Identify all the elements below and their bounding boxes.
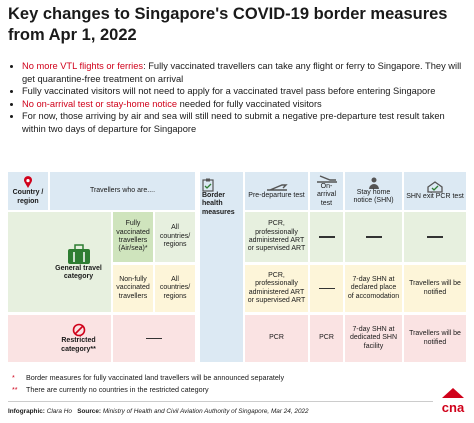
dash: [146, 337, 162, 340]
cell: PCR, professionally administered ART or …: [245, 212, 308, 262]
cell: 7-day SHN at dedicated SHN facility: [345, 315, 402, 362]
cell: 7-day SHN at declared place of accomodat…: [345, 265, 402, 312]
person-icon: [368, 177, 379, 189]
house-icon: [427, 180, 443, 193]
header-text: Country / region: [12, 189, 44, 205]
separator: [8, 401, 433, 402]
traveller-type: Non-fully vaccinated travellers: [113, 265, 153, 312]
column-header: SHN exit PCR test: [404, 172, 466, 210]
column-header: On-arrival test: [310, 172, 343, 210]
label: Source:: [77, 408, 102, 415]
logo-mark: [442, 388, 464, 398]
footnote: There are currently no countries in the …: [26, 385, 209, 394]
cell: PCR: [310, 315, 343, 362]
bullet: Fully vaccinated visitors will not need …: [22, 85, 466, 98]
highlight: No more VTL flights or ferries: [22, 61, 144, 71]
header-text: Pre-departure test: [248, 191, 305, 199]
highlight: No on-arrival test or stay-home notice: [22, 98, 178, 109]
header-text: On-arrival test: [316, 182, 337, 207]
cell: PCR: [245, 315, 308, 362]
credit: Clara Ho: [46, 408, 72, 415]
cell: [404, 212, 466, 262]
country-header: Country / region: [8, 172, 48, 210]
countries: [113, 315, 195, 362]
plane-icon: [266, 184, 288, 191]
bullet-text: needed for fully vaccinated visitors: [177, 98, 322, 109]
countries: All countries/ regions: [155, 212, 195, 262]
traveller-type: Fully vaccinated travellers (Air/sea)*: [113, 212, 153, 262]
logo: cna: [440, 386, 466, 420]
header-text: SHN exit PCR test: [406, 192, 464, 200]
bullet-text: For now, those arriving by air and sea w…: [22, 111, 445, 134]
label: Infographic:: [8, 408, 45, 415]
bullet: For now, those arriving by air and sea w…: [22, 110, 466, 135]
credits: Infographic: Clara Ho Source: Ministry o…: [8, 408, 438, 415]
cell: [345, 212, 402, 262]
header-text: Stay home notice (SHN): [353, 188, 394, 204]
footnote-mark: **: [12, 385, 18, 394]
source: Ministry of Health and Civil Aviation Au…: [102, 408, 309, 415]
restricted-icon: [72, 323, 85, 337]
logo-text: cna: [441, 400, 465, 415]
column-header: Stay home notice (SHN): [345, 172, 402, 210]
cell: Travellers will be notified: [404, 265, 466, 312]
cell: [310, 265, 343, 312]
dash: [318, 236, 335, 238]
cell: PCR, professionally administered ART or …: [245, 265, 308, 312]
pin-icon: [24, 176, 32, 189]
bullet-text: Fully vaccinated visitors will not need …: [22, 86, 436, 97]
luggage-icon: [67, 243, 90, 264]
footnote-mark: *: [12, 373, 15, 382]
dash: [365, 236, 382, 238]
category-label: Restricted category**: [61, 337, 96, 353]
dash: [427, 236, 443, 238]
header-text: Border health measures: [202, 192, 235, 216]
restricted-category: Restricted category**: [8, 315, 111, 362]
bullet-list: No more VTL flights or ferries: Fully va…: [8, 60, 466, 136]
category-label: General travel category: [55, 264, 102, 280]
bullet: No on-arrival test or stay-home notice n…: [22, 98, 466, 111]
cell: Travellers will be notified: [404, 315, 466, 362]
bullet: No more VTL flights or ferries: Fully va…: [22, 60, 466, 85]
plane-icon: [316, 175, 337, 183]
footnote: Border measures for fully vaccinated lan…: [26, 373, 285, 382]
column-header: Pre-departure test: [245, 172, 308, 210]
general-category: General travel category: [8, 212, 111, 312]
bullet-text: : Fully vaccinated travellers can take a…: [22, 61, 462, 84]
dash: [318, 287, 335, 290]
countries: All countries/ regions: [155, 265, 195, 312]
title: Key changes to Singapore's COVID-19 bord…: [8, 5, 448, 44]
measures-header: Border health measures: [200, 172, 243, 362]
travellers-header: Travellers who are....: [50, 172, 195, 210]
clipboard-icon: [202, 178, 214, 192]
cell: [310, 212, 343, 262]
